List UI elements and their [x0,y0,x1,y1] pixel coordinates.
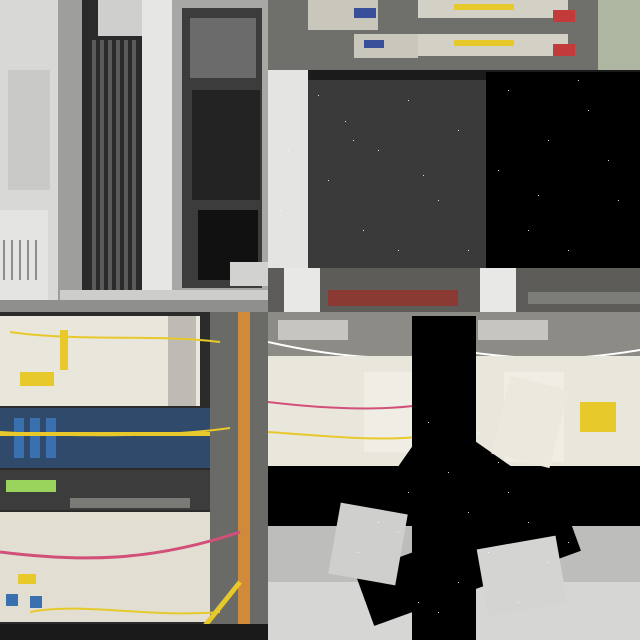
panel-network-switch [268,312,640,640]
fiber-rack-illustration [0,312,268,640]
gray-mask-block [308,80,486,270]
panel-server-cabinet [0,0,268,312]
panel-equipment-rack-top [268,0,640,312]
server-cabinet-illustration [0,0,268,312]
network-switch-illustration [268,312,640,640]
panel-fiber-patch-rack [0,312,268,640]
equipment-rack-illustration [268,0,640,312]
